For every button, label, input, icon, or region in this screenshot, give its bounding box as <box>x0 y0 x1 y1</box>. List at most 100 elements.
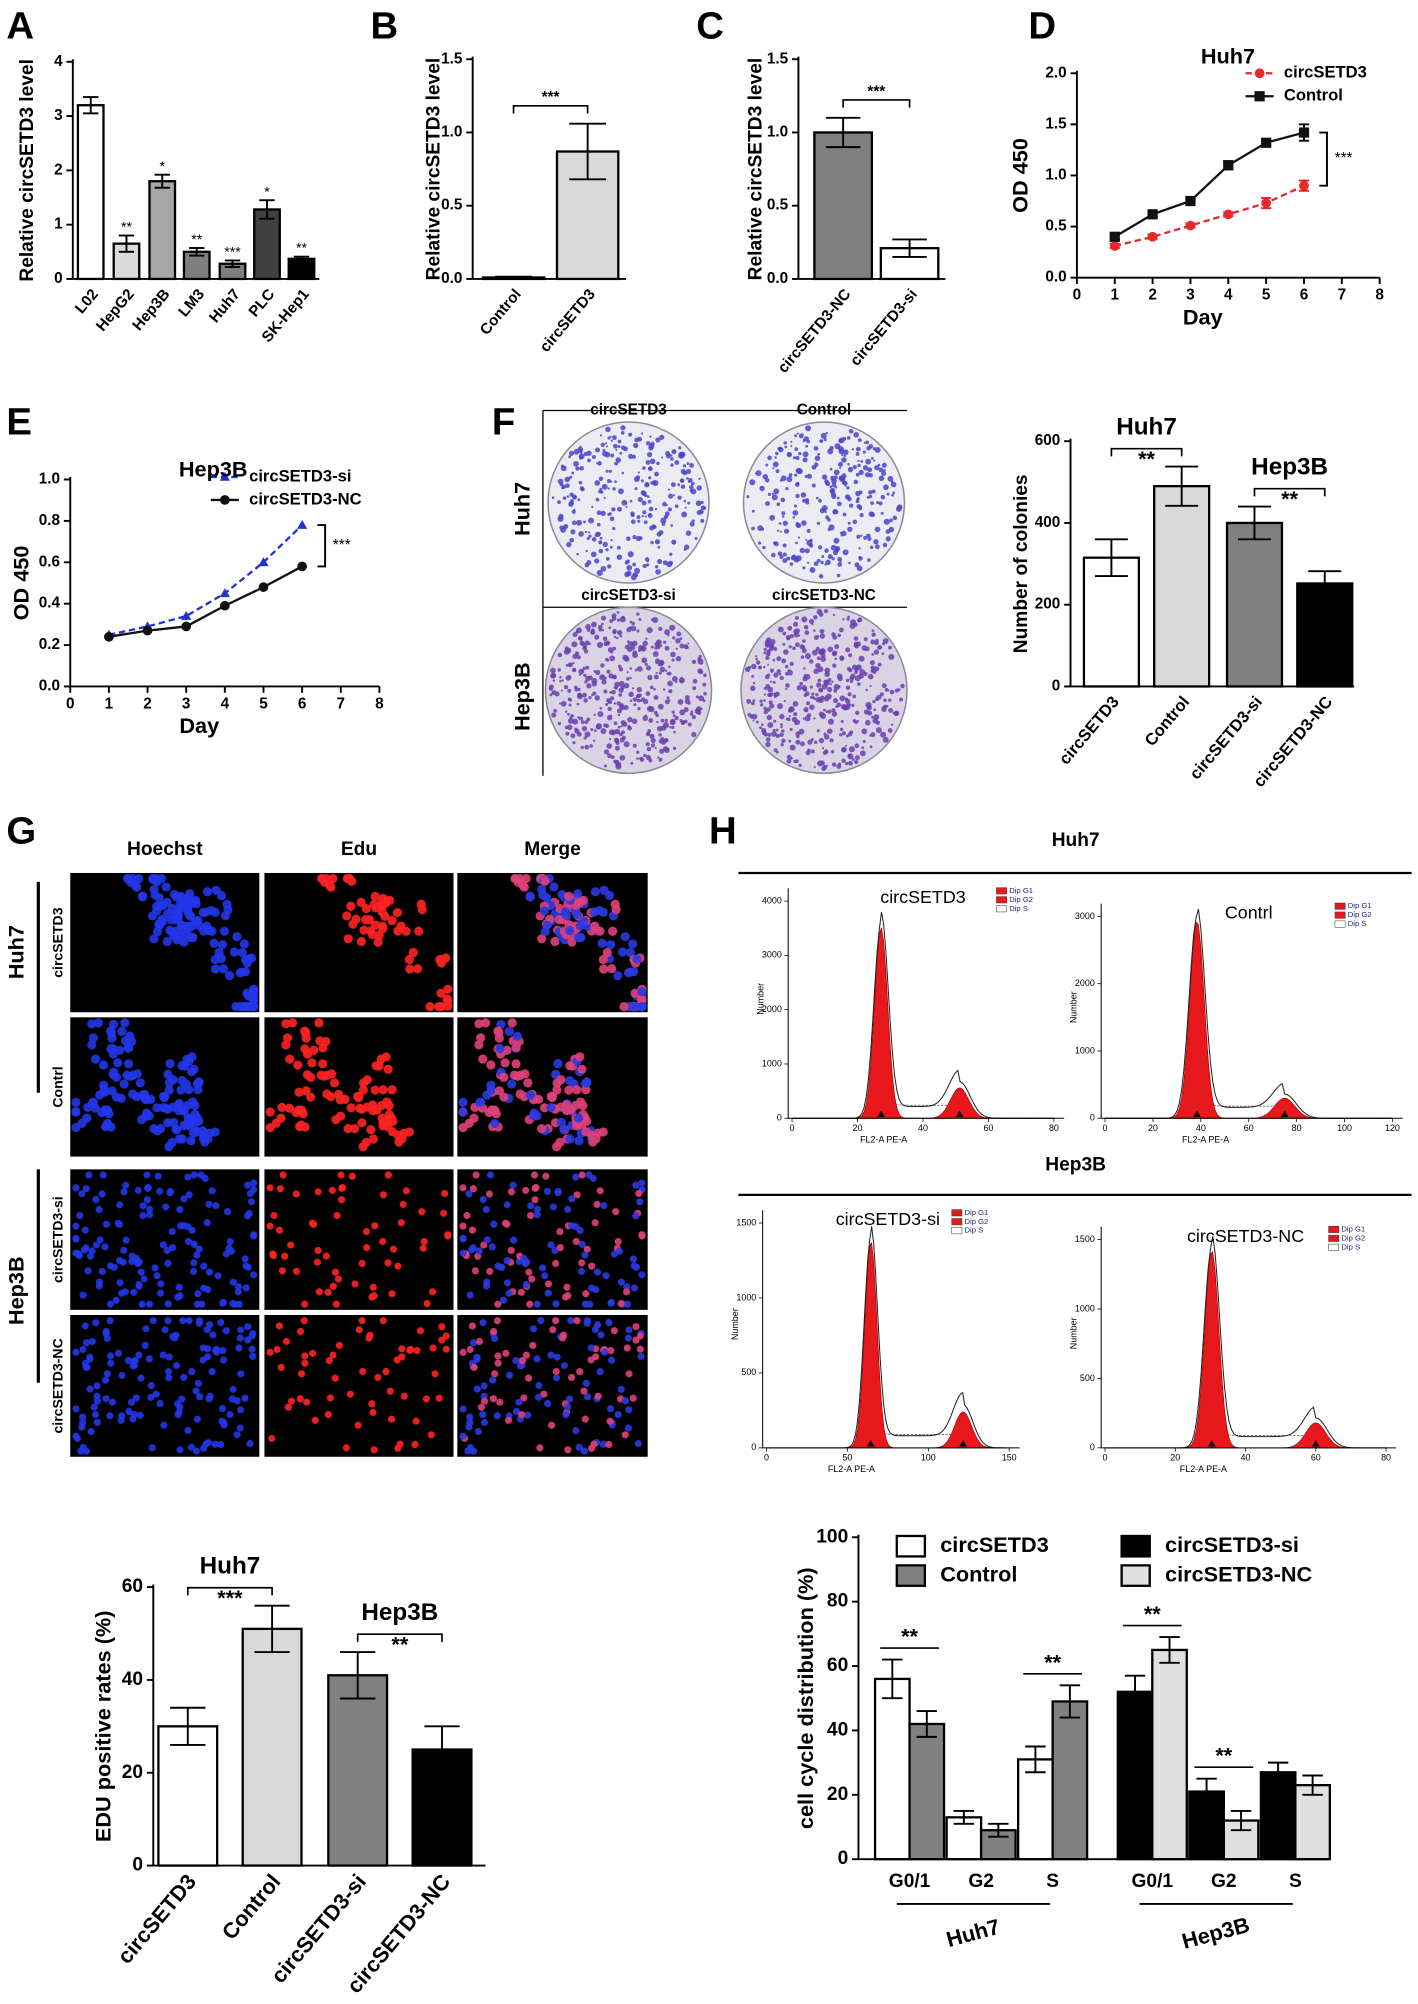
colony <box>613 721 618 726</box>
y-axis-title: OD 450 <box>1008 138 1033 213</box>
colony <box>818 711 825 717</box>
cell <box>300 1317 308 1325</box>
colony <box>877 662 882 667</box>
colony <box>619 451 623 455</box>
chart-title: circSETD3 <box>880 887 965 907</box>
cell <box>606 964 617 974</box>
cell <box>386 1387 394 1395</box>
colony <box>675 680 678 684</box>
cell <box>248 1332 256 1340</box>
colony <box>604 442 608 445</box>
colony <box>854 755 860 761</box>
colony <box>785 717 789 721</box>
colony <box>594 634 600 640</box>
colony <box>602 636 608 642</box>
colony <box>642 640 648 647</box>
cell <box>206 1392 214 1400</box>
cell <box>287 1397 296 1405</box>
colony <box>867 705 872 711</box>
cell <box>342 1444 350 1452</box>
colony <box>609 545 613 549</box>
colony <box>869 545 874 550</box>
colony <box>624 571 630 578</box>
cell <box>584 1393 592 1401</box>
cell <box>602 1272 610 1280</box>
comparison-bracket <box>842 99 911 108</box>
colony <box>788 706 795 713</box>
colony <box>688 478 693 483</box>
colony <box>863 709 870 715</box>
colony <box>638 536 643 541</box>
cell <box>504 1416 513 1424</box>
cell <box>268 1434 276 1442</box>
colony <box>586 537 590 541</box>
cell <box>101 1243 109 1251</box>
cell <box>243 1212 252 1220</box>
colony <box>630 625 637 632</box>
colony <box>768 653 771 656</box>
colony <box>853 431 860 438</box>
cell <box>490 1327 498 1336</box>
colony <box>617 439 622 444</box>
cell <box>148 1444 156 1452</box>
x-tick-label: 0 <box>66 695 75 712</box>
colony <box>836 501 842 507</box>
cell <box>486 1267 494 1275</box>
cell <box>468 1226 477 1234</box>
cell <box>535 1381 543 1390</box>
colony <box>690 710 693 713</box>
colony <box>661 456 664 459</box>
cell <box>130 1411 138 1419</box>
cell <box>79 1443 87 1452</box>
y-tick-label: 0 <box>1090 1113 1095 1123</box>
colony <box>832 613 836 617</box>
colony <box>631 687 635 690</box>
colony <box>653 687 656 691</box>
colony <box>619 754 626 761</box>
colony <box>614 745 620 751</box>
colony <box>609 516 615 522</box>
cell <box>553 1353 561 1361</box>
colony <box>648 476 652 480</box>
colony <box>800 655 805 659</box>
cell <box>241 1255 249 1263</box>
y-tick-label: 100 <box>816 1526 848 1547</box>
colony <box>634 567 641 574</box>
colony <box>826 686 833 693</box>
cell <box>610 1327 618 1335</box>
cell <box>277 1102 287 1113</box>
cell <box>414 926 424 936</box>
colony <box>874 640 879 646</box>
colony <box>630 519 636 525</box>
y-axis-title: OD 450 <box>9 546 34 621</box>
colony <box>607 706 612 712</box>
cell <box>466 1345 474 1354</box>
cell <box>573 932 584 942</box>
cell <box>337 1171 345 1179</box>
cell <box>246 1439 254 1448</box>
bar <box>813 131 874 281</box>
cell <box>340 1094 350 1104</box>
colony <box>841 748 846 753</box>
cell <box>530 1171 539 1179</box>
colony <box>797 536 801 539</box>
y-axis-title: Relative circSETD3 level <box>745 58 766 281</box>
cell <box>176 1446 184 1454</box>
cell <box>617 1300 625 1308</box>
colony <box>622 654 629 661</box>
colony <box>756 660 761 665</box>
cell <box>413 1346 421 1355</box>
cell <box>548 1421 556 1429</box>
colony <box>568 455 572 459</box>
cell <box>237 1326 245 1334</box>
colony <box>610 439 613 442</box>
cell <box>374 1373 382 1382</box>
marker <box>219 471 230 481</box>
colony <box>871 715 875 719</box>
colony <box>824 671 830 677</box>
colony <box>853 636 859 641</box>
marker <box>1223 209 1234 220</box>
culture-dish <box>547 421 710 584</box>
legend-label: circSETD3-NC <box>249 489 362 508</box>
cell <box>135 1351 143 1359</box>
